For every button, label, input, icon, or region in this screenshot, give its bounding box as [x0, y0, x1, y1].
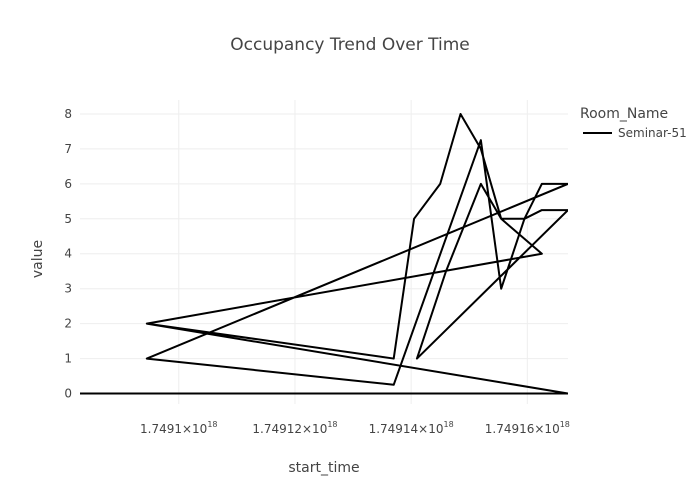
x-tick-label: 1.74916×1018 [485, 420, 570, 436]
legend-title: Room_Name [580, 106, 668, 122]
y-tick-label: 2 [64, 317, 72, 331]
y-tick-label: 4 [64, 247, 72, 261]
legend-item-label: Seminar-51 [618, 126, 687, 140]
x-tick-label: 1.7491×1018 [140, 420, 218, 436]
y-tick-label: 8 [64, 107, 72, 121]
x-axis-title: start_time [288, 460, 359, 476]
y-tick-label: 3 [64, 282, 72, 296]
series-layer [80, 112, 568, 395]
x-tick-label: 1.74914×1018 [369, 420, 454, 436]
y-tick-label: 0 [64, 387, 72, 401]
legend: Room_Name Seminar-51 [580, 106, 687, 140]
y-axis-title: value [30, 240, 46, 278]
y-tick-label: 7 [64, 142, 72, 156]
chart-text: Occupancy Trend Over Time start_time val… [30, 35, 470, 476]
chart-title: Occupancy Trend Over Time [230, 35, 469, 55]
series-line-0 [80, 112, 568, 395]
y-tick-label: 5 [64, 212, 72, 226]
x-tick-label: 1.74912×1018 [252, 420, 337, 436]
y-tick-label: 1 [64, 352, 72, 366]
y-tick-label: 6 [64, 177, 72, 191]
